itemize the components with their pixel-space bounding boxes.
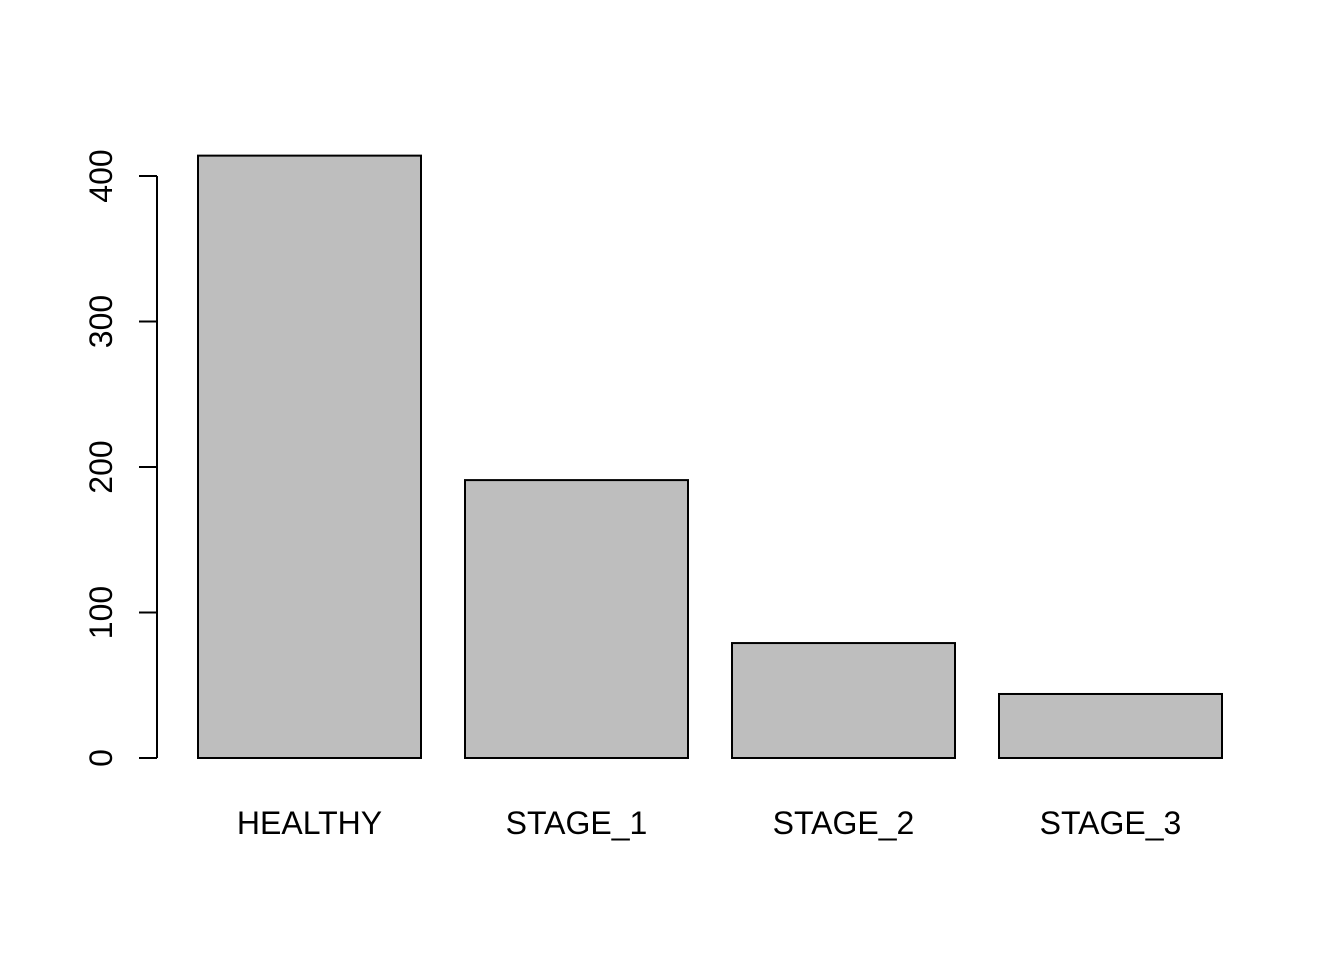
- bar-healthy: [197, 154, 422, 759]
- x-tick-label: STAGE_2: [773, 805, 915, 841]
- y-tick-label: 300: [83, 295, 119, 348]
- bar-stage-2: [731, 642, 956, 759]
- x-tick-label: HEALTHY: [237, 805, 382, 841]
- y-tick-label: 400: [83, 149, 119, 202]
- x-tick-label: STAGE_3: [1040, 805, 1182, 841]
- y-tick-label: 100: [83, 586, 119, 639]
- y-axis: 0 100 200 300 400: [83, 149, 158, 767]
- bars: [197, 154, 1223, 759]
- x-tick-label: STAGE_1: [506, 805, 648, 841]
- bar-stage-1: [464, 479, 689, 759]
- bar-stage-3: [998, 692, 1223, 759]
- y-tick-label: 0: [83, 749, 119, 767]
- x-axis-labels: HEALTHY STAGE_1 STAGE_2 STAGE_3: [237, 805, 1181, 841]
- y-tick-label: 200: [83, 440, 119, 493]
